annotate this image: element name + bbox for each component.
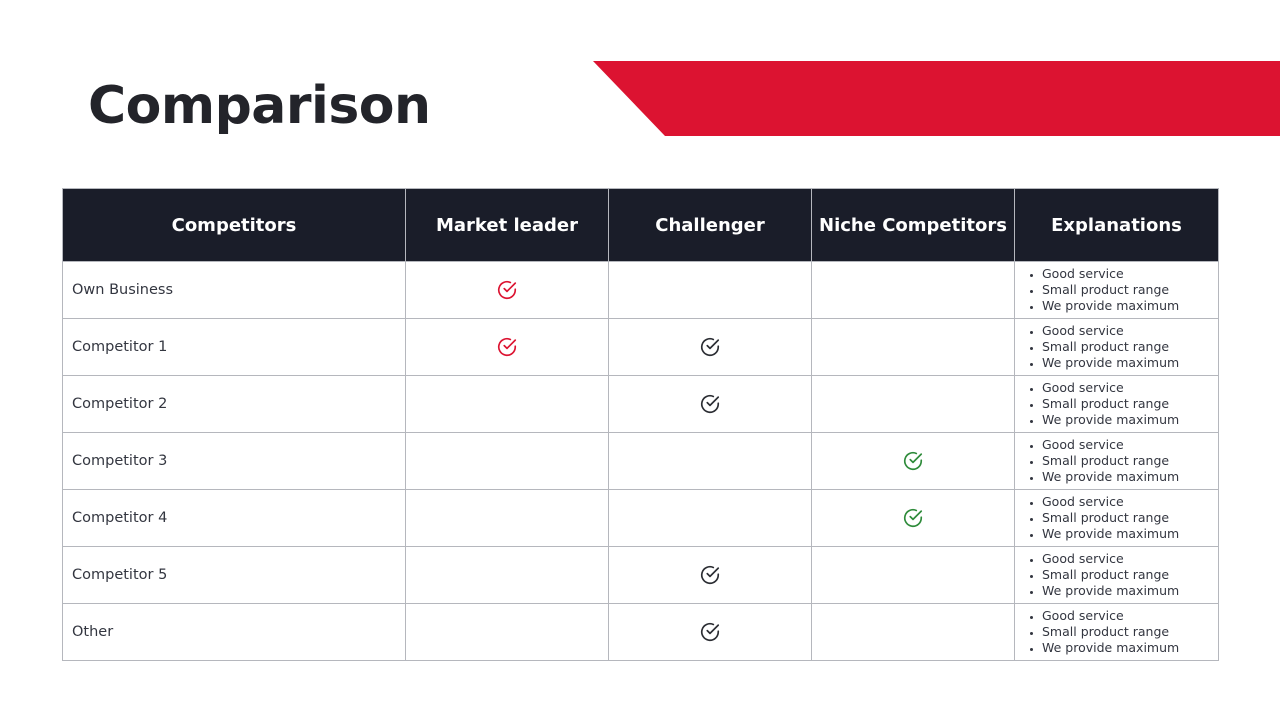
market-leader-cell (405, 261, 609, 319)
explanation-item: We provide maximum (1042, 526, 1218, 542)
explanation-item: We provide maximum (1042, 583, 1218, 599)
explanation-item: Small product range (1042, 510, 1218, 526)
explanation-item: Good service (1042, 437, 1218, 453)
table-row: Competitor 1 Good serviceSmall product ra… (62, 318, 1219, 376)
competitor-name: Competitor 5 (62, 546, 406, 604)
page-title: Comparison (88, 76, 431, 136)
competitor-name: Other (62, 603, 406, 661)
table-row: Competitor 2 Good serviceSmall product ra… (62, 375, 1219, 433)
table-body: Own BusinessGood serviceSmall product ra… (62, 261, 1219, 661)
explanations-cell: Good serviceSmall product rangeWe provid… (1014, 375, 1219, 433)
table-header-row: Competitors Market leader Challenger Nic… (62, 188, 1219, 262)
red-accent-banner (593, 61, 1280, 136)
explanation-list: Good serviceSmall product rangeWe provid… (1015, 551, 1218, 599)
market-leader-cell (405, 318, 609, 376)
explanation-item: Small product range (1042, 339, 1218, 355)
market-leader-cell (405, 432, 609, 490)
header-explanations: Explanations (1014, 188, 1219, 262)
explanation-item: We provide maximum (1042, 355, 1218, 371)
check-circle-icon (699, 393, 721, 415)
check-circle-icon (496, 336, 518, 358)
check-circle-icon (496, 279, 518, 301)
explanation-item: Small product range (1042, 453, 1218, 469)
explanation-item: Good service (1042, 266, 1218, 282)
niche-cell (811, 432, 1015, 490)
competitor-name: Competitor 4 (62, 489, 406, 547)
challenger-cell (608, 261, 812, 319)
check-circle-icon (902, 507, 924, 529)
niche-cell (811, 375, 1015, 433)
explanation-list: Good serviceSmall product rangeWe provid… (1015, 494, 1218, 542)
explanation-list: Good serviceSmall product rangeWe provid… (1015, 608, 1218, 656)
explanations-cell: Good serviceSmall product rangeWe provid… (1014, 489, 1219, 547)
competitor-name: Competitor 2 (62, 375, 406, 433)
explanation-item: We provide maximum (1042, 412, 1218, 428)
explanation-list: Good serviceSmall product rangeWe provid… (1015, 380, 1218, 428)
explanation-item: Small product range (1042, 624, 1218, 640)
explanation-list: Good serviceSmall product rangeWe provid… (1015, 323, 1218, 371)
niche-cell (811, 603, 1015, 661)
challenger-cell (608, 546, 812, 604)
competitor-name: Competitor 1 (62, 318, 406, 376)
header-niche-competitors: Niche Competitors (811, 188, 1015, 262)
check-circle-icon (699, 336, 721, 358)
explanation-list: Good serviceSmall product rangeWe provid… (1015, 437, 1218, 485)
competitor-name: Competitor 3 (62, 432, 406, 490)
niche-cell (811, 261, 1015, 319)
niche-cell (811, 318, 1015, 376)
explanation-item: Good service (1042, 380, 1218, 396)
explanations-cell: Good serviceSmall product rangeWe provid… (1014, 318, 1219, 376)
explanation-item: Good service (1042, 494, 1218, 510)
niche-cell (811, 546, 1015, 604)
table-row: Own Business Good serviceSmall product ra… (62, 261, 1219, 319)
challenger-cell (608, 489, 812, 547)
comparison-table: Competitors Market leader Challenger Nic… (62, 188, 1219, 661)
explanation-list: Good serviceSmall product rangeWe provid… (1015, 266, 1218, 314)
explanation-item: Small product range (1042, 396, 1218, 412)
explanations-cell: Good serviceSmall product rangeWe provid… (1014, 546, 1219, 604)
table-row: Competitor 3 Good serviceSmall product ra… (62, 432, 1219, 490)
market-leader-cell (405, 375, 609, 433)
challenger-cell (608, 432, 812, 490)
check-circle-icon (699, 621, 721, 643)
competitor-name: Own Business (62, 261, 406, 319)
check-circle-icon (902, 450, 924, 472)
market-leader-cell (405, 489, 609, 547)
explanation-item: Good service (1042, 323, 1218, 339)
header-competitors: Competitors (62, 188, 406, 262)
table-row: Other Good serviceSmall product rangeWe p… (62, 603, 1219, 661)
table-row: Competitor 5 Good serviceSmall product ra… (62, 546, 1219, 604)
explanation-item: We provide maximum (1042, 298, 1218, 314)
explanations-cell: Good serviceSmall product rangeWe provid… (1014, 603, 1219, 661)
explanations-cell: Good serviceSmall product rangeWe provid… (1014, 432, 1219, 490)
challenger-cell (608, 318, 812, 376)
explanation-item: Good service (1042, 551, 1218, 567)
challenger-cell (608, 375, 812, 433)
niche-cell (811, 489, 1015, 547)
explanation-item: We provide maximum (1042, 469, 1218, 485)
table-row: Competitor 4 Good serviceSmall product ra… (62, 489, 1219, 547)
explanation-item: Good service (1042, 608, 1218, 624)
header-challenger: Challenger (608, 188, 812, 262)
market-leader-cell (405, 546, 609, 604)
check-circle-icon (699, 564, 721, 586)
market-leader-cell (405, 603, 609, 661)
explanation-item: We provide maximum (1042, 640, 1218, 656)
explanation-item: Small product range (1042, 567, 1218, 583)
header-market-leader: Market leader (405, 188, 609, 262)
challenger-cell (608, 603, 812, 661)
explanations-cell: Good serviceSmall product rangeWe provid… (1014, 261, 1219, 319)
explanation-item: Small product range (1042, 282, 1218, 298)
